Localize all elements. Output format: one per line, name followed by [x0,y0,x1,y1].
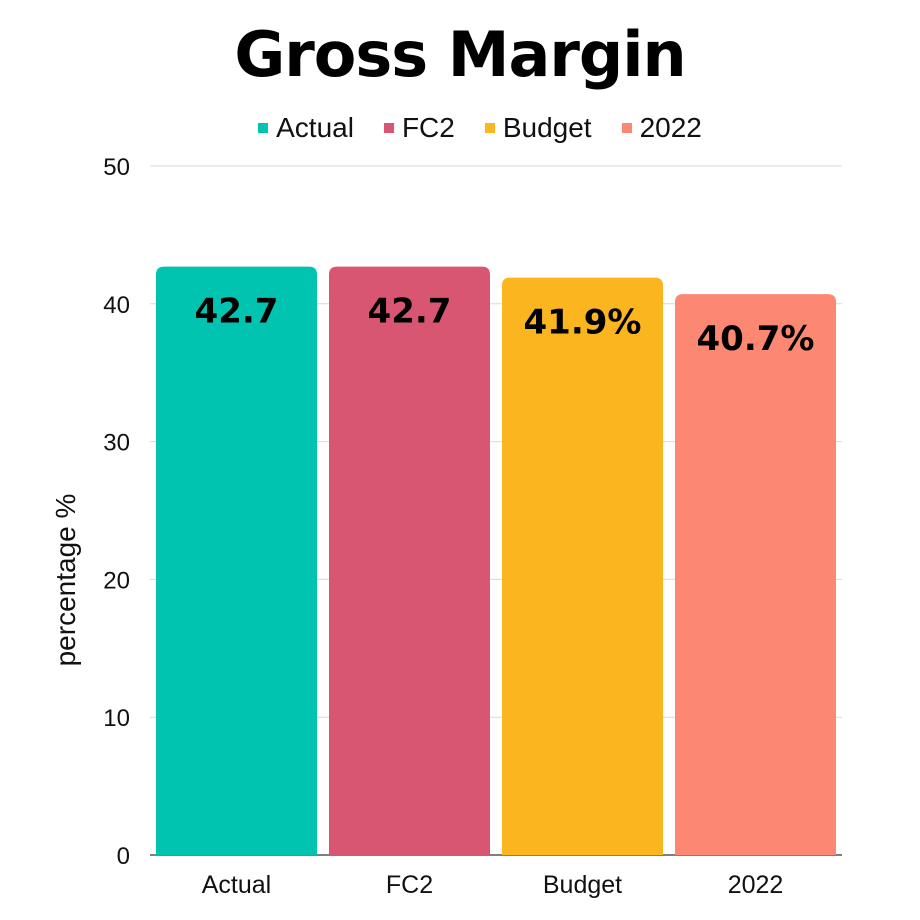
data-label: 42.7 [368,292,452,332]
bar-2022 [675,294,836,855]
legend-item: Actual [258,112,354,144]
y-tick-label: 10 [103,705,130,732]
x-tick-label: 2022 [728,871,784,899]
y-tick-label: 30 [103,430,130,457]
y-tick-label: 40 [103,292,130,319]
legend-label: FC2 [401,112,455,143]
bar-budget [502,277,663,855]
data-label: 41.9% [524,303,642,343]
legend-item: FC2 [383,112,455,144]
y-tick-label: 50 [103,154,130,181]
y-tick-label: 0 [117,843,130,870]
legend-item: Budget [484,112,592,144]
y-axis-label: percentage % [50,494,81,667]
legend-swatch [621,123,632,133]
y-tick-label: 20 [103,567,130,594]
data-label: 40.7% [697,319,815,359]
legend-swatch [383,123,394,133]
chart-title: Gross Margin [234,18,686,91]
legend-swatch [484,123,495,133]
bar-actual [156,266,317,855]
legend-swatch [258,123,269,133]
x-tick-label: Actual [202,871,271,899]
x-tick-label: FC2 [386,871,433,899]
legend: Actual FC2 Budget 2022 [0,112,920,144]
legend-label: Actual [276,112,354,143]
x-tick-label: Budget [543,871,622,899]
data-label: 42.7 [195,292,279,332]
legend-label: 2022 [639,112,702,143]
legend-item: 2022 [621,112,702,144]
legend-label: Budget [502,112,592,143]
bar-fc2 [329,266,490,855]
